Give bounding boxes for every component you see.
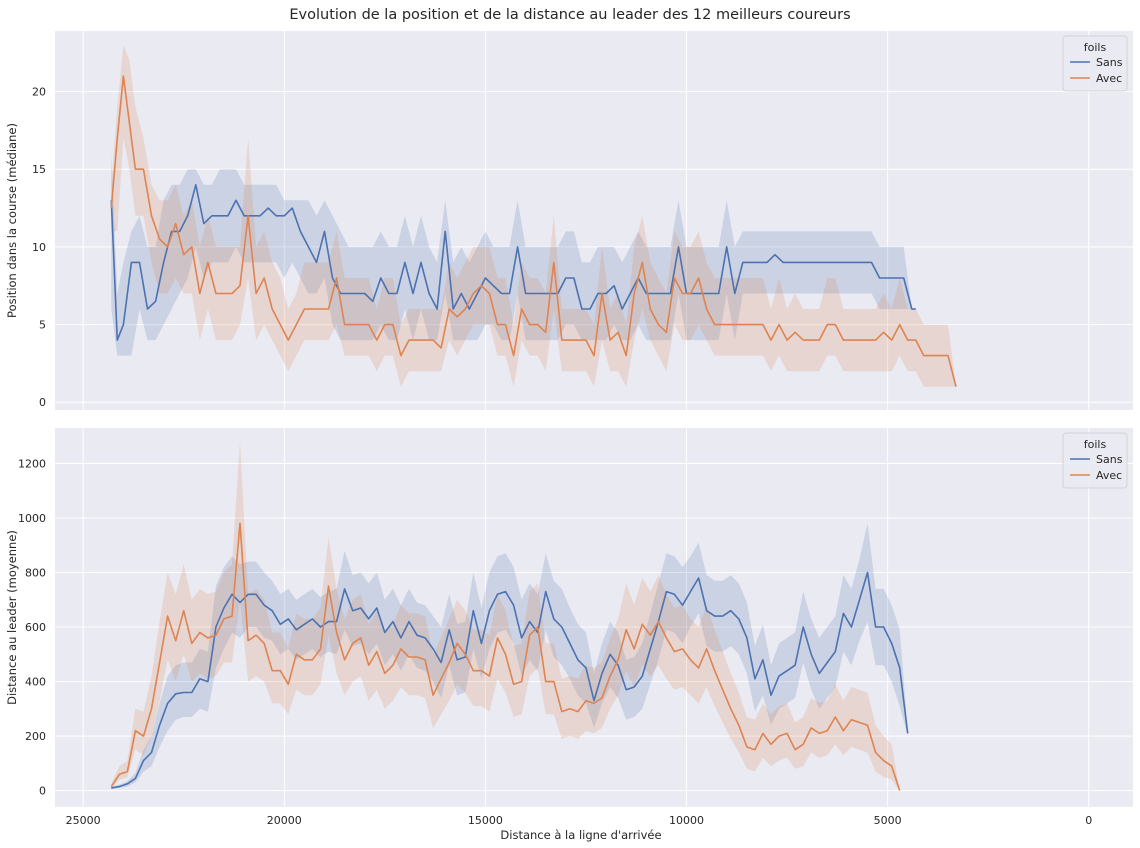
position-legend-label-avec: Avec (1096, 72, 1122, 85)
position-sans-confidence-band (111, 153, 916, 356)
figure-title: Evolution de la position et de la distan… (289, 7, 850, 23)
position-plot-area (55, 31, 1133, 410)
distance-y-tick-label: 600 (25, 621, 46, 634)
position-chart: 0 5 10 15 20 Position dans la course (médiane… (5, 31, 1133, 410)
distance-x-tick-label: 5000 (874, 814, 902, 827)
distance-y-axis-label: Distance au leader (moyenne) (5, 530, 19, 705)
distance-y-tick-label: 800 (25, 567, 46, 580)
position-sans-series-line (110, 184, 916, 341)
distance-x-tick-label: 15000 (468, 814, 503, 827)
distance-sans-series-line (111, 571, 909, 789)
distance-chart: 0 200 400 600 800 1000 1200 25000 20000 15000 1000… (5, 428, 1133, 827)
distance-plot-area (55, 428, 1133, 807)
position-avec-series-line (110, 75, 957, 387)
distance-y-tick-label: 1200 (18, 457, 46, 470)
position-y-tick-label: 20 (32, 86, 46, 99)
distance-avec-confidence-band (111, 441, 900, 791)
position-y-tick-label: 15 (32, 163, 46, 176)
distance-x-tick-label: 0 (1085, 814, 1092, 827)
distance-y-tick-label: 0 (39, 785, 46, 798)
distance-legend-label-sans: Sans (1096, 453, 1123, 466)
distance-series-group (110, 441, 909, 791)
distance-x-tick-label: 20000 (267, 814, 302, 827)
distance-x-tick-label: 25000 (66, 814, 101, 827)
position-y-tick-label: 10 (32, 241, 46, 254)
position-y-tick-label: 0 (39, 396, 46, 409)
position-series-group (110, 45, 957, 387)
distance-y-tick-label: 1000 (18, 512, 46, 525)
distance-legend: foils Sans Avec (1062, 432, 1128, 489)
position-y-axis-label: Position dans la course (médiane) (5, 123, 19, 318)
position-y-tick-label: 5 (39, 319, 46, 332)
distance-legend-title: foils (1084, 438, 1107, 451)
distance-avec-series-line (110, 522, 901, 791)
x-axis-label: Distance à la ligne d'arrivée (500, 828, 661, 842)
distance-legend-label-avec: Avec (1096, 469, 1122, 482)
distance-sans-confidence-band (111, 523, 908, 790)
distance-y-tick-label: 400 (25, 676, 46, 689)
distance-x-tick-label: 10000 (669, 814, 704, 827)
position-legend-title: foils (1084, 41, 1107, 54)
position-legend: foils Sans Avec (1062, 35, 1128, 92)
position-avec-confidence-band (111, 45, 957, 387)
distance-y-tick-label: 200 (25, 730, 46, 743)
position-legend-label-sans: Sans (1096, 56, 1123, 69)
